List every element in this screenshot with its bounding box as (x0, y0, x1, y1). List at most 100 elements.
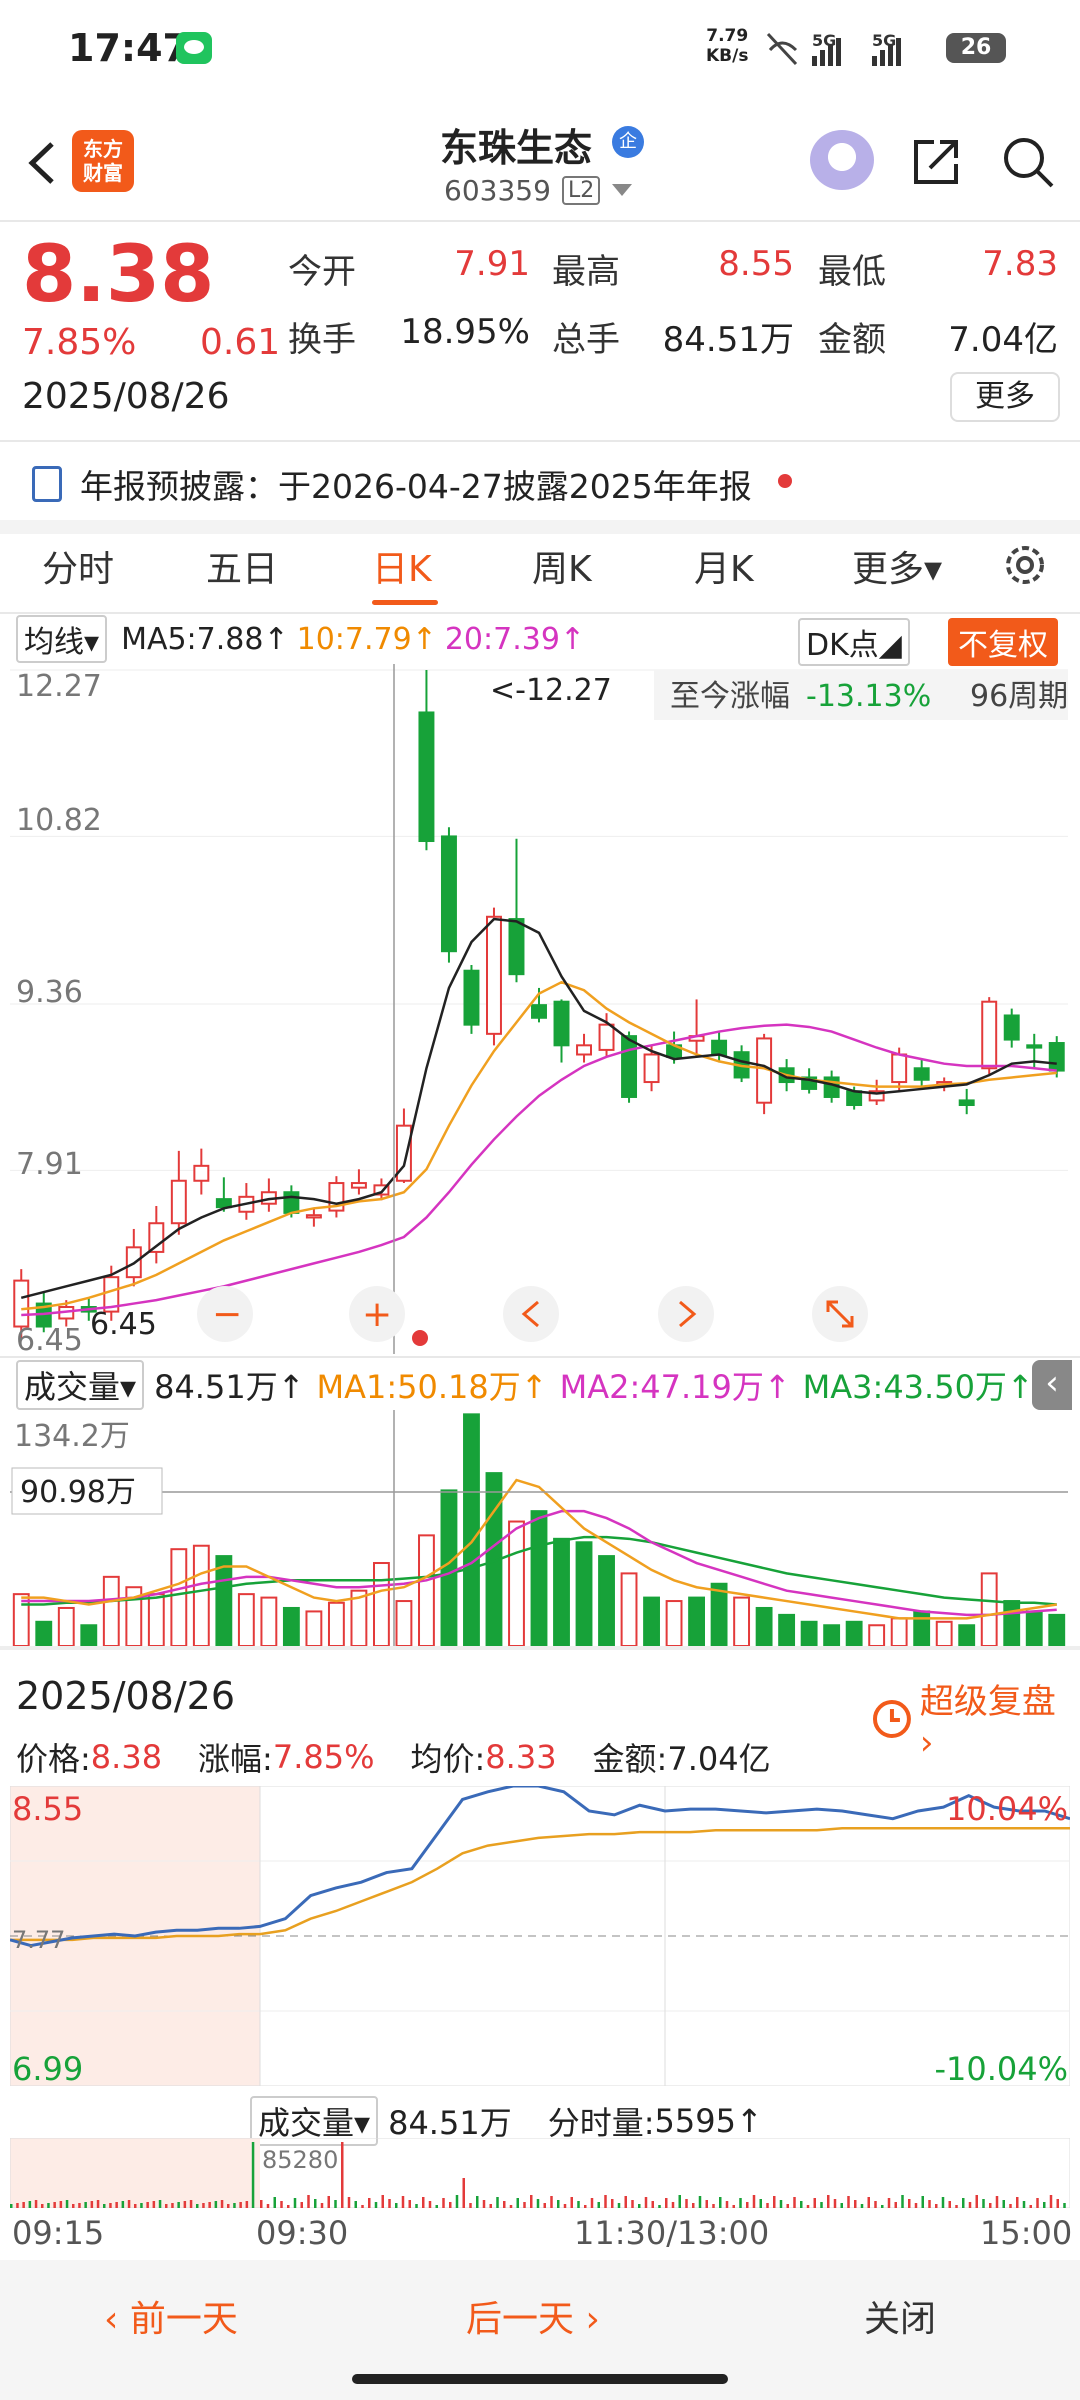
intraday-volume-tick (503, 2201, 506, 2208)
volume-bar (440, 1489, 458, 1646)
intraday-volume-tick (361, 2205, 364, 2208)
intraday-volume-tick (671, 2202, 675, 2208)
intraday-volume-tick (779, 2200, 783, 2208)
intraday-volume-tick (103, 2204, 106, 2208)
volume-bar (733, 1596, 751, 1646)
intraday-volume-tick (183, 2201, 187, 2208)
ai-assistant-icon[interactable] (810, 130, 874, 190)
intraday-volume-tick (482, 2200, 486, 2208)
volume-bar (57, 1606, 75, 1646)
volume-bar (1025, 1610, 1043, 1646)
document-icon (32, 466, 62, 502)
tab-intraday[interactable]: 分时 (42, 549, 115, 590)
chevron-down-icon[interactable] (612, 184, 632, 196)
volume-bar (980, 1572, 998, 1646)
volume-selector[interactable]: 成交量▾ (16, 1360, 145, 1410)
prev-day-button[interactable]: ‹ 前一天 (104, 2299, 238, 2340)
intraday-volume-tick (455, 2195, 459, 2208)
home-indicator[interactable] (352, 2374, 728, 2384)
intraday-volume-tick (428, 2201, 432, 2208)
divider (0, 440, 1080, 442)
intraday-volume-tick (806, 2205, 810, 2208)
tab-monthly-k[interactable]: 月K (694, 549, 754, 590)
intraday-volume-tick (577, 2201, 580, 2208)
section-gap (0, 520, 1080, 534)
intraday-volume-tick (948, 2201, 951, 2208)
tab-weekly-k[interactable]: 周K (532, 549, 592, 590)
share-icon[interactable] (910, 136, 962, 188)
intraday-volume-tick (334, 2200, 337, 2208)
intraday-volume-tick (509, 2205, 513, 2208)
ma-selector[interactable]: 均线▾ (16, 615, 108, 663)
candle (958, 1099, 975, 1107)
intraday-volume-tick (22, 2202, 25, 2208)
intraday-volume-tick (908, 2199, 911, 2208)
candle (598, 1023, 615, 1051)
tab-daily-k[interactable]: 日K (372, 549, 432, 590)
intraday-volume-tick (1049, 2195, 1053, 2208)
volume-bar (260, 1596, 278, 1646)
intraday-volume-tick (1029, 2205, 1032, 2208)
intraday-volume-selector[interactable]: 成交量▾ (250, 2096, 379, 2146)
intraday-volume-tick (381, 2195, 384, 2208)
tab-five-day[interactable]: 五日 (206, 549, 279, 590)
intraday-volume-tick (887, 2198, 891, 2208)
svg-text:+: + (362, 1294, 392, 1335)
volume-chart[interactable]: 134.2万 90.98万 (10, 1410, 1068, 1646)
intraday-volume-tick (833, 2199, 837, 2208)
gear-icon[interactable] (1000, 540, 1050, 590)
period-label: 至今涨幅 (670, 679, 790, 714)
candle (553, 1000, 570, 1047)
tab-more[interactable]: 更多▾ (852, 549, 943, 590)
intraday-volume-tick (84, 2202, 87, 2208)
volume-bar (778, 1613, 796, 1646)
intraday-volume-tick (47, 2203, 50, 2208)
volume-bar (800, 1620, 818, 1646)
back-arrow-icon[interactable] (22, 138, 62, 188)
intraday-volume-tick (617, 2203, 621, 2208)
report-notice[interactable]: 年报预披露：于2026-04-27披露2025年年报 (80, 467, 752, 506)
volume-bar (1003, 1600, 1021, 1646)
super-replay-button[interactable]: 超级复盘 › (870, 1674, 1080, 1763)
intraday-volume-tick (90, 2201, 94, 2208)
next-day-button[interactable]: 后一天 › (466, 2299, 600, 2340)
crosshair-value: 90.98万 (20, 1475, 136, 1510)
intraday-volume-tick (1022, 2201, 1026, 2208)
intraday-volume-tick (820, 2202, 823, 2208)
volume-legend: 成交量▾ 84.51万↑ MA1:50.18万↑ MA2:47.19万↑ MA3… (0, 1360, 1080, 1410)
intraday-volume-tick (847, 2196, 850, 2208)
candle (621, 1035, 638, 1098)
replay-info: 价格: 8.38 涨幅: 7.85% 均价: 8.33 金额: 7.04亿 (16, 1738, 771, 1778)
intraday-volume-tick (59, 2201, 63, 2208)
intraday-volume-tick (651, 2201, 654, 2208)
intraday-volume-tick (121, 2201, 125, 2208)
battery-icon: 26 (946, 33, 1006, 63)
vol-y-top: 134.2万 (14, 1419, 130, 1454)
intraday-volume-tick (196, 2204, 199, 2208)
intraday-volume-tick (388, 2199, 391, 2208)
intraday-volume-tick (867, 2197, 870, 2208)
intraday-volume-tick (759, 2199, 762, 2208)
intraday-volume-tick (115, 2202, 118, 2208)
kline-chart[interactable]: 12.27 10.82 9.36 7.91 6.45 至今涨幅 -13.13% … (10, 664, 1068, 1354)
more-button[interactable]: 更多 (950, 372, 1060, 422)
intraday-volume-tick (678, 2195, 681, 2208)
volume-bar (665, 1600, 683, 1646)
close-button[interactable]: 关闭 (864, 2299, 937, 2340)
level-badge[interactable]: L2 (562, 176, 601, 205)
volume-bar (35, 1620, 53, 1646)
divider (0, 1646, 1080, 1650)
dk-point-selector[interactable]: DK点◢ (798, 618, 910, 666)
intraday-chart[interactable]: 8.55 7.77 6.99 10.04% -10.04% (10, 1786, 1070, 2086)
intraday-volume-tick (800, 2201, 803, 2208)
intraday-volume-tick (719, 2197, 722, 2208)
collapse-panel-button[interactable]: ‹ (1032, 1360, 1072, 1410)
intraday-volume-tick (245, 2201, 249, 2208)
adjustment-button[interactable]: 不复权 (948, 618, 1058, 666)
vol-ma1-line (21, 1478, 1057, 1620)
intraday-volume-tick (496, 2197, 499, 2208)
search-icon[interactable] (1000, 134, 1056, 190)
intraday-volume-tick (177, 2202, 180, 2208)
intraday-volume-tick (894, 2202, 897, 2208)
volume-bar (215, 1555, 233, 1646)
